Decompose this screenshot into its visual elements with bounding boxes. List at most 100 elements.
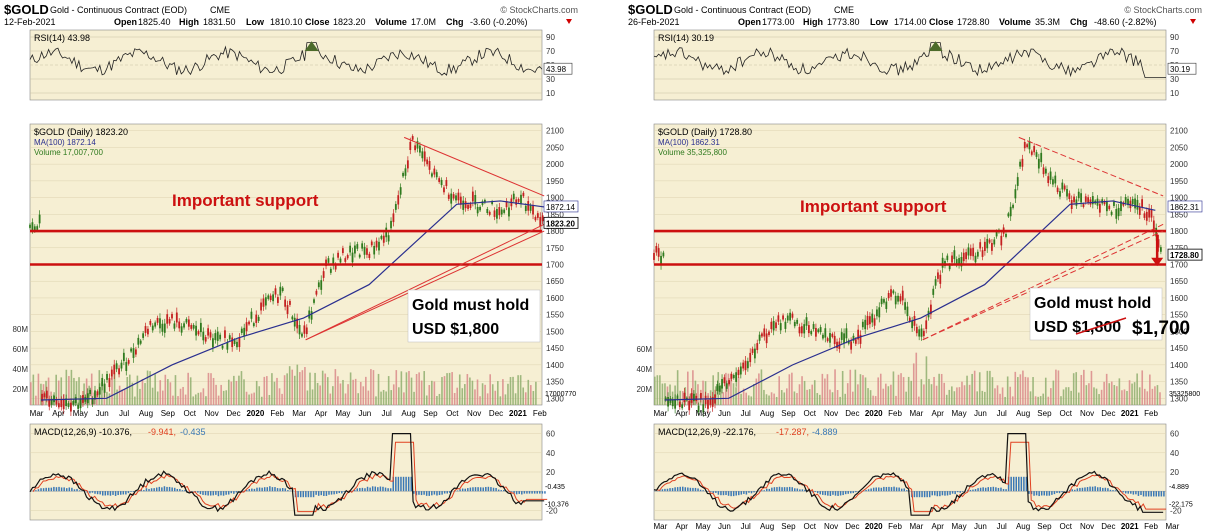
volume-bar <box>989 370 991 405</box>
price-candle-body <box>822 334 824 339</box>
macd-histogram-bar <box>510 491 513 492</box>
macd-histogram-bar <box>1046 491 1048 496</box>
macd-histogram-bar <box>503 489 505 492</box>
macd-histogram-bar <box>492 487 495 492</box>
volume-bar <box>314 372 316 405</box>
macd-histogram-bar <box>916 491 918 498</box>
macd-histogram-bar <box>114 491 117 496</box>
macd-histogram-bar <box>852 491 855 494</box>
price-candle-body <box>662 252 665 257</box>
volume-bar <box>1011 396 1014 405</box>
macd-histogram-bar <box>796 488 799 492</box>
volume-bar <box>359 381 362 405</box>
rsi-tick-label: 30 <box>546 75 555 84</box>
volume-bar <box>481 383 484 405</box>
price-candle-body <box>1108 205 1111 210</box>
price-candle-body <box>688 400 691 411</box>
price-candle-body <box>1012 204 1014 208</box>
close-value-tag: 1728.80 <box>1170 251 1199 260</box>
volume-bar <box>885 383 887 405</box>
volume-bar <box>867 388 869 405</box>
ma-100-line <box>664 200 1156 401</box>
instrument-name: Gold - Continuous Contract (EOD) <box>674 5 811 15</box>
macd-histogram-bar <box>515 491 518 495</box>
price-tick-label: 2100 <box>1170 127 1188 136</box>
volume-bar <box>892 371 895 405</box>
macd-histogram-bar <box>1124 491 1127 494</box>
price-tick-label: 1550 <box>1170 311 1188 320</box>
volume-bar <box>1110 381 1113 405</box>
volume-bar <box>263 376 266 405</box>
price-candle-body <box>341 248 344 254</box>
volume-bar <box>524 392 527 405</box>
rsi-tick-label: 30 <box>1170 75 1179 84</box>
macd-histogram-bar <box>1071 489 1074 492</box>
volume-bar <box>912 363 915 405</box>
price-candle-body <box>826 338 829 342</box>
price-candle-body <box>946 255 949 261</box>
volume-bar <box>1050 388 1052 405</box>
price-candle-body <box>281 287 284 292</box>
price-candle-body <box>346 255 349 259</box>
month-tick-label: Feb <box>533 409 547 418</box>
macd-histogram-bar <box>837 491 839 496</box>
volume-bar <box>217 395 220 405</box>
price-candle-body <box>327 258 330 263</box>
volume-bar <box>509 377 512 405</box>
volume-bar <box>826 374 829 405</box>
price-candle-body <box>248 321 250 325</box>
price-candle-body <box>744 360 747 371</box>
macd-histogram-bar <box>1028 491 1030 494</box>
macd-histogram-bar <box>261 487 263 492</box>
bottom-month-tick-label: Feb <box>1144 522 1158 531</box>
macd-histogram-bar <box>37 489 40 492</box>
ma-value-tag-box <box>543 200 579 213</box>
volume-bar <box>1077 392 1080 405</box>
month-tick-label: Dec <box>1101 409 1115 418</box>
price-candle-body <box>1005 233 1007 237</box>
volume-bar <box>494 390 497 405</box>
volume-bar <box>118 385 121 405</box>
macd-histogram-bar <box>490 487 492 492</box>
macd-histogram-bar <box>760 490 763 492</box>
bottom-month-tick-label: Jul <box>741 522 751 531</box>
macd-histogram-bar <box>992 486 995 492</box>
volume-bar <box>948 389 951 405</box>
macd-histogram-bar <box>1010 476 1012 492</box>
price-candle-body <box>135 349 137 355</box>
price-candle-body <box>38 214 41 224</box>
volume-bar <box>177 396 179 405</box>
macd-histogram-bar <box>750 491 753 494</box>
macd-histogram-bar <box>495 487 497 492</box>
macd-histogram-bar <box>771 487 773 492</box>
volume-bar <box>283 375 286 405</box>
macd-histogram-bar <box>68 487 71 492</box>
quote-low-label: Low <box>246 17 265 27</box>
month-tick-label: May <box>73 409 88 418</box>
month-tick-label: 2020 <box>865 409 883 418</box>
macd-histogram-bar <box>320 491 323 496</box>
volume-bar <box>1103 381 1105 405</box>
macd-histogram-bar <box>954 491 956 495</box>
volume-bar <box>222 390 225 405</box>
price-candle-body <box>829 333 831 343</box>
price-candle-body <box>761 333 763 337</box>
macd-histogram-bar <box>1040 491 1043 496</box>
price-candle-body <box>67 403 70 407</box>
macd-histogram-bar <box>844 491 847 495</box>
price-candle-body <box>192 324 195 329</box>
volume-bar <box>128 374 131 405</box>
bottom-month-tick-label: Nov <box>824 522 838 531</box>
price-candle-body <box>96 391 99 396</box>
volume-bar <box>654 376 656 405</box>
macd-histogram-bar <box>533 491 536 494</box>
macd-histogram-bar <box>443 491 446 494</box>
price-candle-body <box>876 309 878 317</box>
price-tick-label: 1800 <box>546 227 564 236</box>
bottom-month-tick-label: Aug <box>1016 522 1030 531</box>
price-candle-body <box>793 321 796 327</box>
volume-bar <box>474 389 476 405</box>
price-candle-body <box>320 280 323 290</box>
price-candle-body <box>72 401 75 405</box>
macd-histogram-bar <box>405 476 407 492</box>
